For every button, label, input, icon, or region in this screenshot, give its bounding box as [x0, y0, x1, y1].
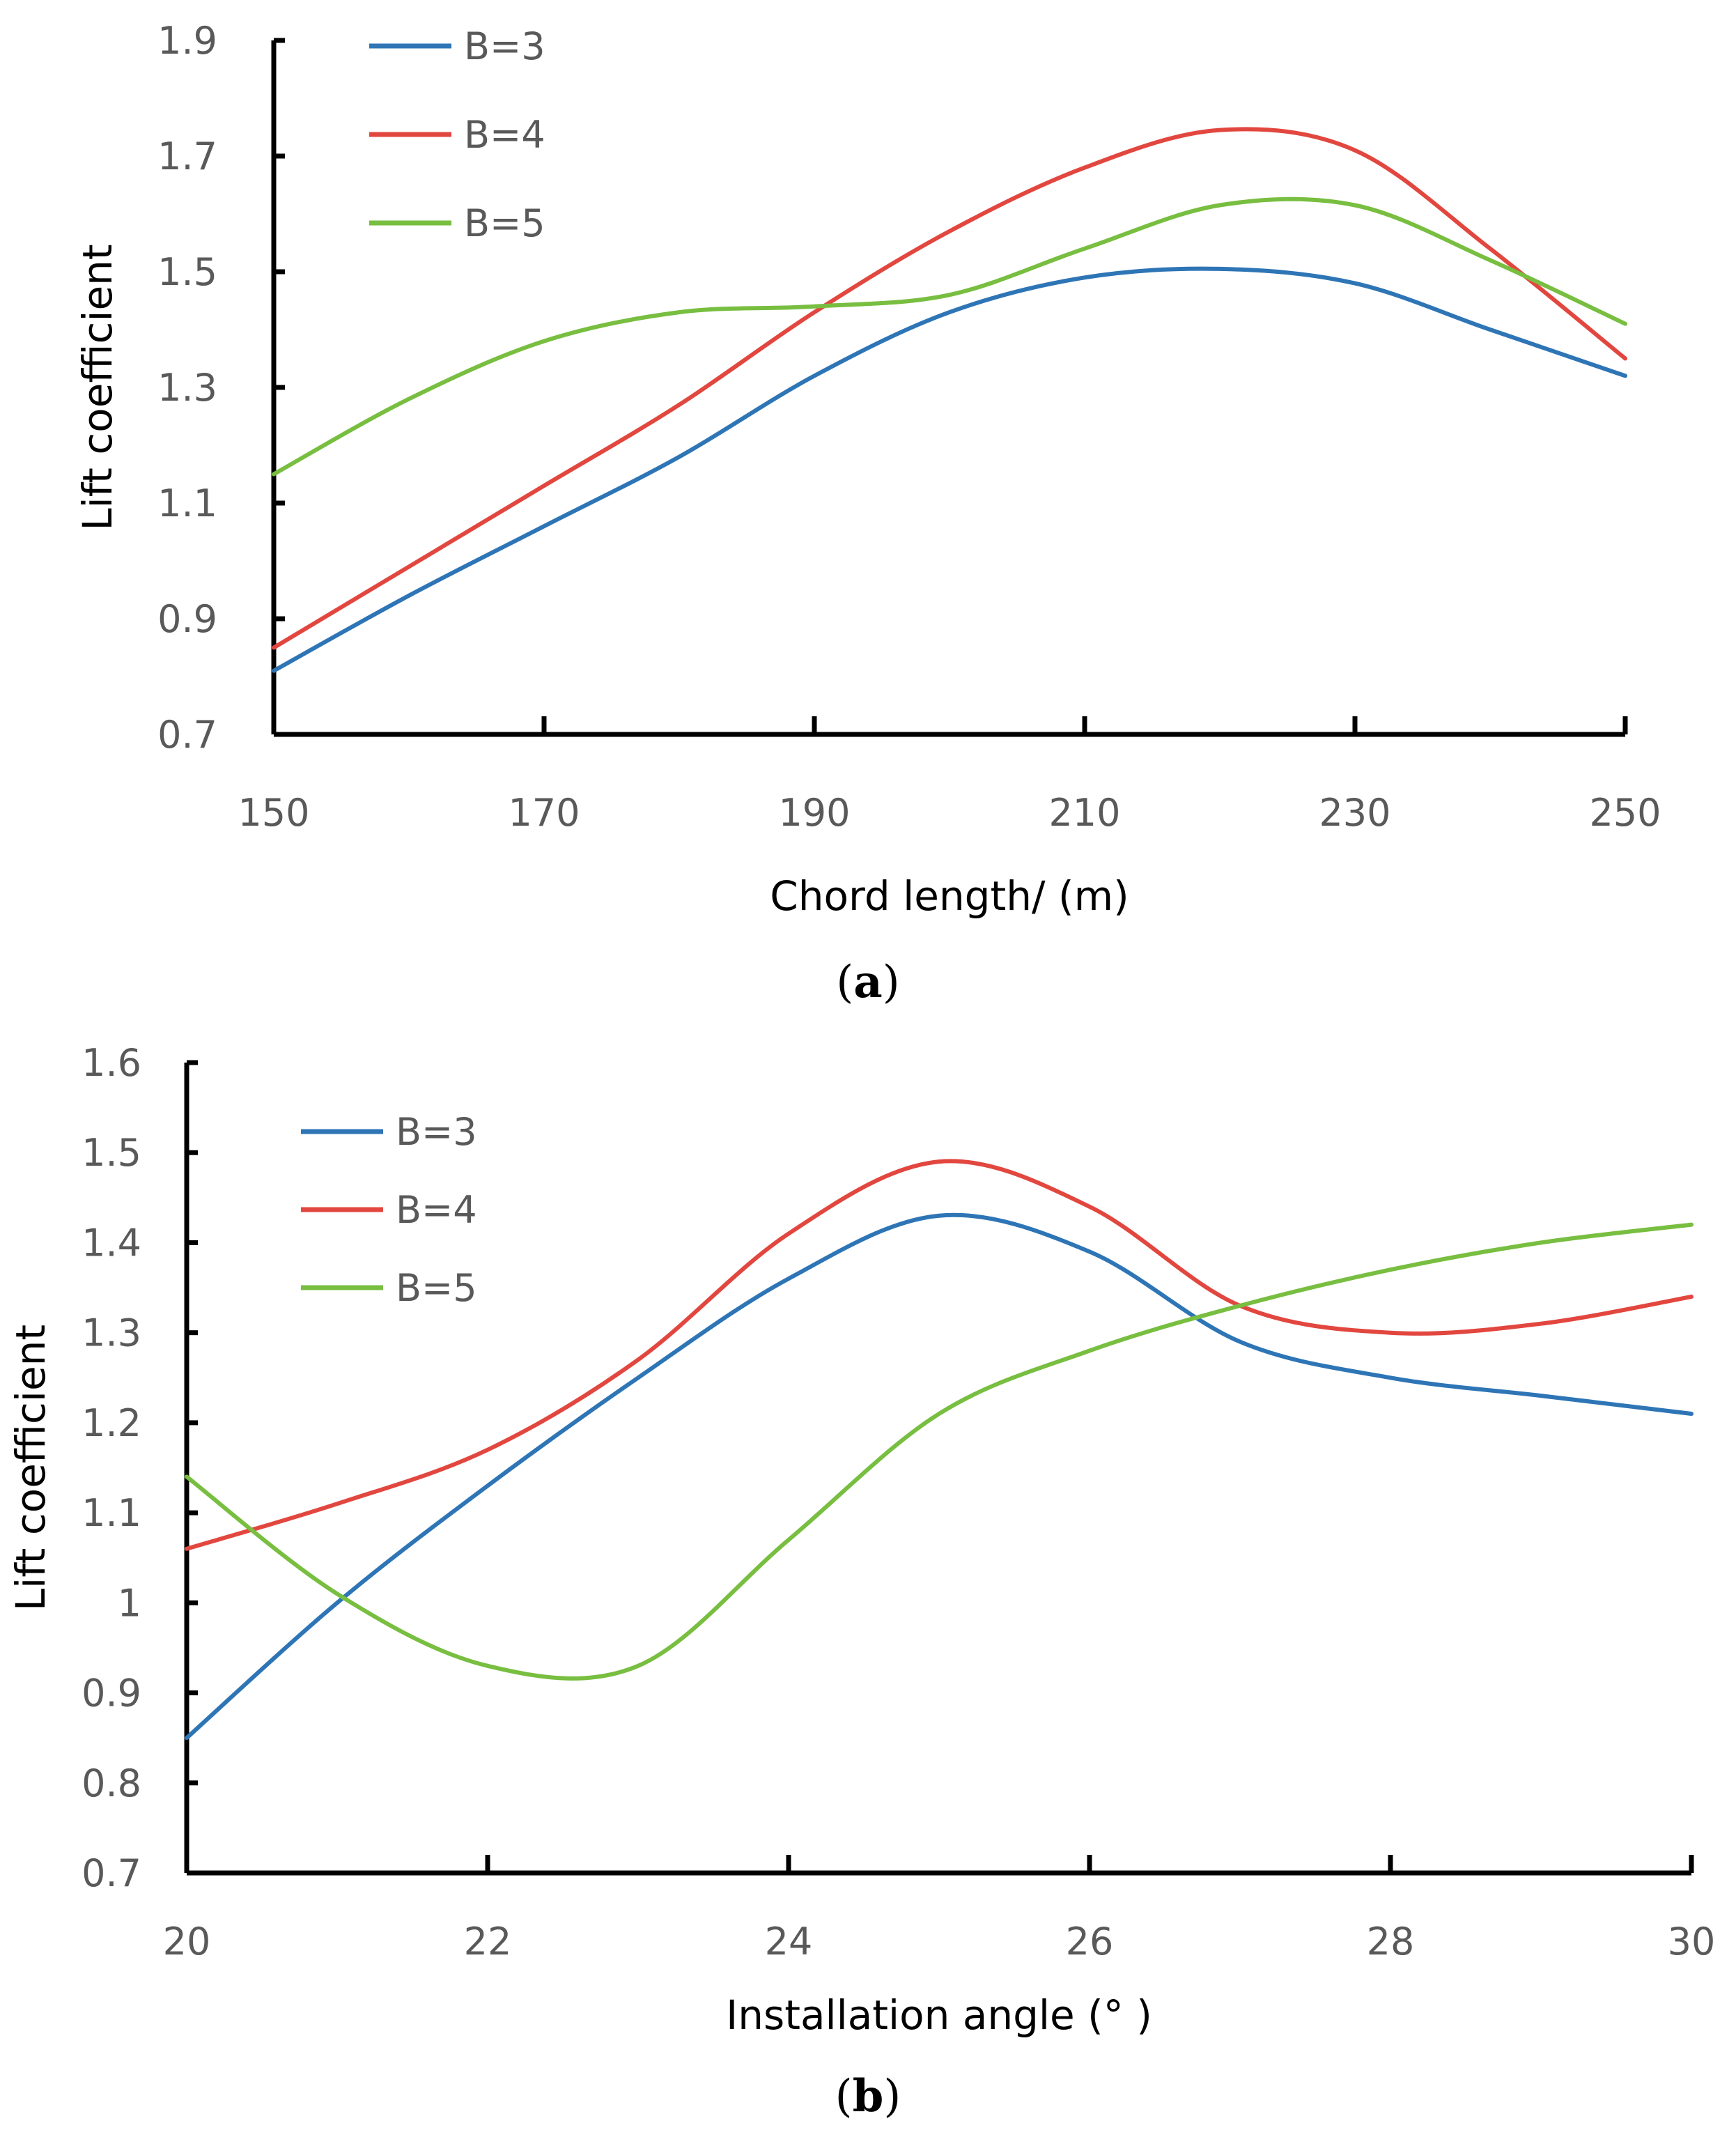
legend-label-b3: B=3 — [464, 24, 545, 68]
x-tick-label: 30 — [1668, 1920, 1716, 1964]
x-tick-label: 230 — [1319, 791, 1390, 835]
y-tick-label: 1.7 — [157, 134, 217, 178]
y-tick-label: 0.8 — [82, 1761, 141, 1805]
y-tick-label: 1.1 — [82, 1491, 141, 1535]
y-tick-label: 0.7 — [157, 713, 217, 757]
series-line-b5 — [185, 1222, 1694, 1681]
x-tick-label: 210 — [1048, 791, 1120, 835]
y-tick-label: 0.7 — [82, 1851, 141, 1895]
series-line-b5 — [272, 196, 1627, 477]
chart-panel-a: 0.7 0.9 1.1 1.3 1.5 1.7 1.9 150 170 190 210 230 250 C… — [74, 19, 1661, 1008]
x-tick-label: 22 — [464, 1920, 512, 1964]
legend-label-b3: B=3 — [396, 1110, 477, 1154]
x-tick-label: 28 — [1367, 1920, 1415, 1964]
y-axis-title: Lift coefficient — [7, 1325, 54, 1611]
panel-caption: (b) — [835, 2070, 901, 2122]
y-tick-label: 1.5 — [82, 1131, 141, 1175]
x-axis-title: Installation angle (° ) — [726, 1991, 1152, 2039]
y-tick-label: 0.9 — [157, 597, 217, 641]
x-tick-label: 150 — [238, 791, 309, 835]
legend-label-b4: B=4 — [464, 113, 545, 157]
legend-label-b5: B=5 — [464, 201, 545, 245]
chart-panel-b: 0.7 0.8 0.9 1 1.1 1.2 1.3 1.4 1.5 1.6 20 22 24 26 28 30… — [7, 1041, 1715, 2122]
series-line-b4 — [272, 127, 1627, 650]
series-line-b3 — [272, 266, 1627, 673]
y-tick-label: 1.3 — [82, 1311, 141, 1355]
y-tick-label: 1.1 — [157, 481, 217, 525]
x-tick-label: 250 — [1589, 791, 1661, 835]
y-tick-label: 1.6 — [82, 1041, 141, 1085]
x-tick-label: 20 — [163, 1920, 211, 1964]
x-tick-label: 24 — [765, 1920, 813, 1964]
y-tick-label: 0.9 — [82, 1672, 141, 1715]
series-line-b3 — [185, 1212, 1694, 1741]
y-tick-label: 1.3 — [157, 366, 217, 410]
panel-caption: (a) — [836, 956, 899, 1008]
series-line-b4 — [185, 1159, 1694, 1551]
x-tick-label: 190 — [778, 791, 850, 835]
legend: B=3 B=4 B=5 — [369, 24, 545, 245]
legend-label-b5: B=5 — [396, 1266, 477, 1310]
x-tick-label: 170 — [508, 791, 580, 835]
y-axis-title: Lift coefficient — [74, 244, 121, 530]
y-tick-label: 1.9 — [157, 19, 217, 63]
y-tick-label: 1 — [118, 1581, 141, 1625]
y-tick-label: 1.4 — [82, 1221, 141, 1265]
legend-label-b4: B=4 — [396, 1188, 477, 1232]
legend: B=3 B=4 B=5 — [301, 1110, 477, 1310]
y-tick-label: 1.5 — [157, 250, 217, 294]
x-axis-title: Chord length/ (m) — [770, 872, 1129, 920]
y-tick-label: 1.2 — [82, 1401, 141, 1445]
x-tick-label: 26 — [1066, 1920, 1114, 1964]
